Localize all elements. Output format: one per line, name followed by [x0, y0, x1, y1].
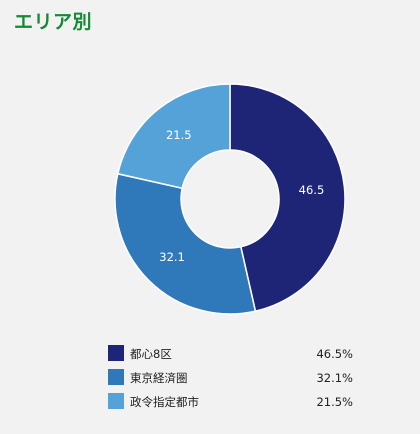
legend-label: 東京経済圏	[130, 371, 188, 385]
legend-value: 46.5%	[316, 347, 353, 361]
donut-slice-2	[114, 172, 257, 315]
chart-legend: 都心8区 46.5% 東京経済圏 32.1% 政令指定都市 21.5%	[108, 342, 353, 414]
legend-item: 政令指定都市 21.5%	[108, 390, 353, 414]
slice-value-label-2: 32.1	[159, 250, 185, 264]
legend-item: 東京経済圏 32.1%	[108, 366, 353, 390]
donut-chart: 46.5 32.1 21.5	[114, 83, 346, 315]
donut-slice-3	[116, 83, 231, 190]
legend-swatch	[108, 345, 124, 361]
donut-slice-1	[229, 83, 346, 313]
legend-swatch	[108, 393, 124, 409]
donut-chart-svg: 46.5 32.1 21.5	[114, 83, 346, 315]
legend-label: 政令指定都市	[130, 395, 199, 409]
legend-label: 都心8区	[130, 347, 172, 361]
legend-value: 21.5%	[316, 395, 353, 409]
slice-value-label-3: 21.5	[166, 128, 192, 142]
legend-value: 32.1%	[316, 371, 353, 385]
legend-item: 都心8区 46.5%	[108, 342, 353, 366]
slice-value-label-1: 46.5	[299, 183, 325, 197]
page-title: エリア別	[14, 11, 93, 33]
legend-swatch	[108, 369, 124, 385]
